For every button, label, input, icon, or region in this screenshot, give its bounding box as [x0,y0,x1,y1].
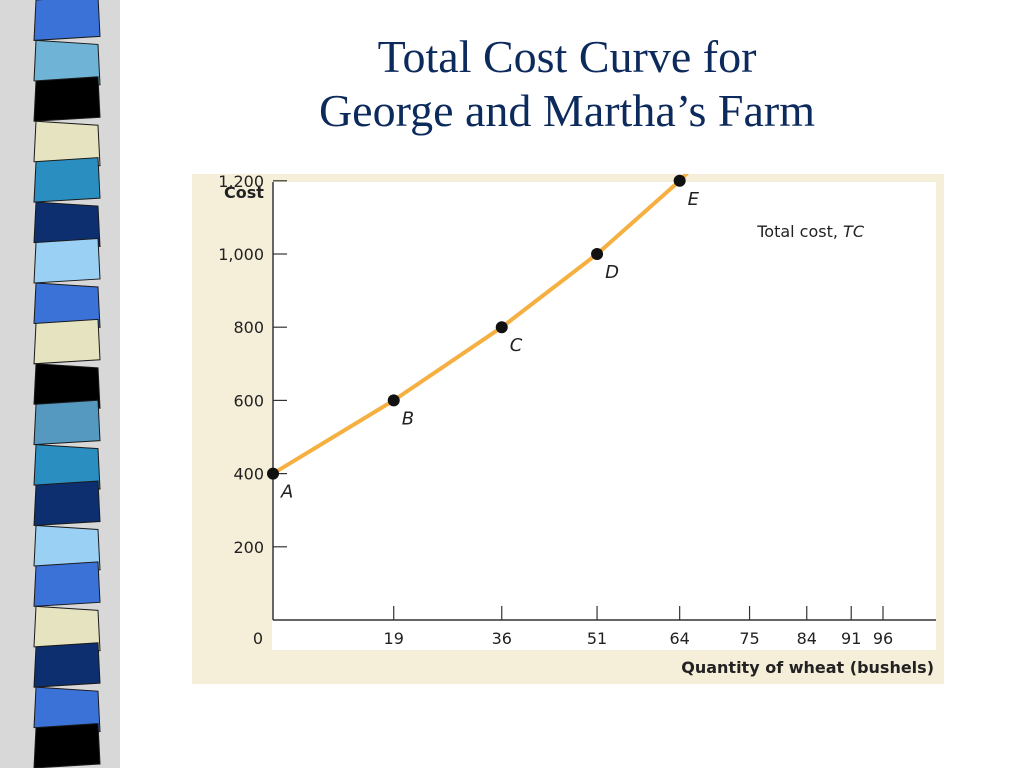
series-label-abbrev: TC [843,222,865,241]
point-label-e: E [688,189,700,210]
data-point-c [495,321,508,334]
x-tick-label: 0 [253,629,263,648]
x-tick-label: 64 [669,629,689,648]
data-point-e [673,174,686,187]
y-axis-ticks: 2004006008001,0001,2001,4001,6001,800$2,… [218,174,287,557]
stripe-segment [33,120,101,167]
y-axis-title: Cost [224,183,264,202]
stripe-segment [33,561,101,607]
y-tick-label: 1,000 [218,245,264,264]
point-label-b: B [402,408,414,429]
x-tick-label: 96 [873,629,893,648]
y-tick-label: 600 [233,391,264,410]
data-point-b [387,394,400,407]
data-point-a [267,467,279,480]
stripe-segment [33,201,101,248]
y-tick-label: 1,200 [218,174,264,191]
stripe-segment [33,686,101,733]
x-tick-label: 75 [739,629,759,648]
series-label: Total cost, TC [756,222,865,241]
stripe-segment [33,282,101,328]
x-tick-label: 36 [492,629,512,648]
stripe-segment [33,444,101,490]
y-tick-label: 200 [233,538,264,557]
slide-title: Total Cost Curve for George and Martha’s… [130,30,1004,138]
stripe-segment [33,157,101,203]
stripe-segment [33,237,101,284]
y-tick-label: 800 [233,318,264,337]
plot-area-background [272,182,936,650]
stripe-segment [33,642,101,688]
stripe-segment [33,480,101,527]
series-label-text: Total cost, [756,222,843,241]
stripe-segment [33,524,101,571]
decorative-stripe-bar [0,0,120,768]
x-axis-title: Quantity of wheat (bushels) [681,658,934,677]
data-point-d [591,248,604,260]
x-axis-ticks: 0 19 36 51 64 75 84 91 96 [253,606,893,648]
slide-title-line-1: Total Cost Curve for [377,31,757,82]
point-label-a: A [280,482,293,503]
total-cost-chart: Cost Quantity of wheat (bushels) 200 400 6… [192,174,944,684]
data-points: ABCDEFGHI [267,174,700,503]
stripe-segment [33,363,101,409]
slide-title-line-2: George and Martha’s Farm [318,85,816,136]
y-tick-label: 400 [233,465,264,484]
stripe-segment [33,318,101,365]
stripe-segment [33,605,101,652]
point-label-d: D [605,262,619,283]
stripe-segment [33,723,101,768]
x-tick-label: 84 [797,629,817,648]
x-tick-label: 19 [384,629,404,648]
point-label-c: C [510,335,523,356]
stripe-segment [33,399,101,446]
x-tick-label: 91 [841,629,861,648]
stripe-segment [33,76,101,122]
stripe-segment [33,39,101,86]
stripe-segment [33,0,101,41]
x-tick-label: 51 [587,629,607,648]
